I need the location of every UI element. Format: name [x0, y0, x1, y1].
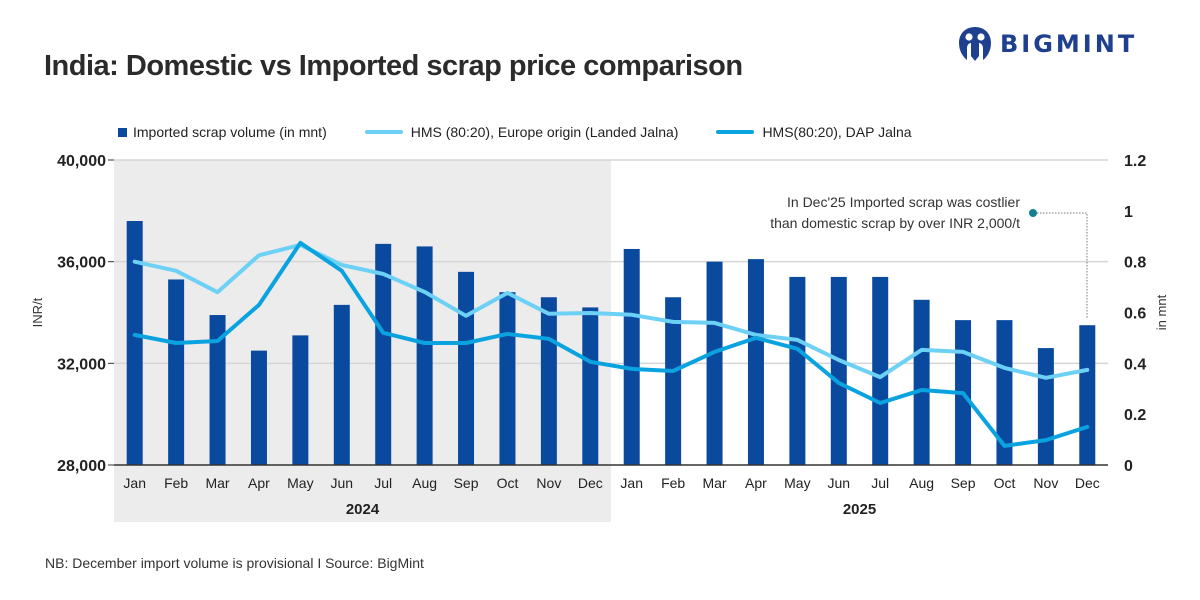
bar-volume-22 — [1037, 348, 1054, 465]
y-right-tick-label: 0 — [1124, 458, 1133, 475]
y-right-axis-title: in mnt — [1154, 294, 1169, 330]
bar-volume-18 — [872, 276, 889, 465]
legend-item-dap: HMS(80:20), DAP Jalna — [716, 124, 912, 140]
bar-volume-21 — [996, 320, 1013, 465]
annotation-dot — [1029, 209, 1037, 217]
bar-volume-12 — [623, 248, 640, 465]
legend-swatch-dap — [716, 130, 755, 134]
bar-volume-6 — [375, 243, 392, 465]
x-tick-label: Apr — [745, 475, 767, 491]
y-right-tick-label: 0.8 — [1124, 255, 1146, 272]
brand-name: BIGMINT — [1000, 30, 1138, 58]
y-left-axis-title: INR/t — [30, 297, 45, 327]
x-tick-label: Jul — [871, 475, 889, 491]
y-left-tick-label: 32,000 — [57, 356, 106, 373]
x-tick-label: Aug — [412, 475, 437, 491]
legend-label-europe: HMS (80:20), Europe origin (Landed Jalna… — [410, 124, 679, 140]
legend-swatch-europe — [364, 130, 403, 134]
x-tick-label: Aug — [909, 475, 934, 491]
x-group-label-2024: 2024 — [346, 501, 380, 518]
bar-volume-13 — [665, 297, 682, 465]
y-right-tick-label: 0.6 — [1124, 306, 1146, 323]
bar-volume-16 — [789, 276, 806, 465]
x-tick-label: Feb — [164, 475, 188, 491]
annotation-line-1: In Dec'25 Imported scrap was costlier — [787, 194, 1020, 210]
chart-legend: Imported scrap volume (in mnt) HMS (80:2… — [118, 124, 950, 140]
x-group-label-2025: 2025 — [843, 501, 876, 518]
bar-volume-23 — [1079, 325, 1096, 465]
bar-volume-9 — [499, 292, 516, 465]
x-tick-label: Sep — [951, 475, 976, 491]
bar-volume-8 — [458, 271, 475, 465]
x-tick-label: Apr — [248, 475, 270, 491]
x-tick-label: Feb — [661, 475, 685, 491]
x-tick-label: Sep — [454, 475, 479, 491]
y-right-tick-label: 1.2 — [1124, 153, 1146, 170]
x-tick-label: Jun — [331, 475, 354, 491]
bar-volume-15 — [747, 259, 764, 465]
y-left-tick-label: 40,000 — [57, 153, 106, 170]
bar-volume-20 — [955, 320, 972, 465]
x-tick-label: Oct — [497, 475, 519, 491]
y-right-tick-label: 1 — [1124, 204, 1133, 221]
chart-title: India: Domestic vs Imported scrap price … — [44, 50, 743, 82]
shaded-region-2024 — [114, 160, 611, 522]
line-series-dap — [132, 240, 1090, 448]
annotation-leader-line — [1037, 212, 1088, 318]
x-tick-label: Mar — [205, 475, 229, 491]
x-tick-label: May — [784, 475, 810, 491]
legend-label-dap: HMS(80:20), DAP Jalna — [762, 124, 912, 140]
bar-volume-17 — [830, 276, 847, 465]
bar-volume-10 — [540, 297, 557, 465]
x-tick-label: Nov — [1033, 475, 1058, 491]
x-tick-label: Jul — [374, 475, 392, 491]
bar-volume-4 — [292, 335, 309, 465]
x-tick-label: Mar — [702, 475, 726, 491]
footnote: NB: December import volume is provisiona… — [45, 555, 424, 571]
legend-label-volume: Imported scrap volume (in mnt) — [133, 124, 327, 140]
annotation-line-2: than domestic scrap by over INR 2,000/t — [770, 215, 1020, 231]
bar-volume-11 — [582, 307, 599, 465]
bar-volume-2 — [209, 315, 226, 465]
legend-item-europe: HMS (80:20), Europe origin (Landed Jalna… — [364, 124, 679, 140]
x-tick-label: Jan — [620, 475, 643, 491]
bar-volume-5 — [333, 304, 350, 465]
legend-swatch-volume — [118, 127, 127, 137]
x-tick-label: Nov — [536, 475, 561, 491]
bar-volume-3 — [250, 350, 267, 465]
x-tick-label: Dec — [1075, 475, 1100, 491]
y-right-tick-label: 0.2 — [1124, 407, 1146, 424]
x-tick-label: May — [287, 475, 313, 491]
bar-volume-7 — [416, 246, 433, 465]
y-left-tick-label: 36,000 — [57, 255, 106, 272]
x-tick-label: Jan — [123, 475, 146, 491]
x-tick-label: Oct — [994, 475, 1016, 491]
x-tick-label: Dec — [578, 475, 603, 491]
line-series-europe — [132, 242, 1090, 380]
x-tick-label: Jun — [828, 475, 851, 491]
brand-logo: BIGMINT — [958, 24, 1137, 64]
y-left-tick-label: 28,000 — [57, 458, 106, 475]
bar-volume-0 — [126, 221, 143, 465]
y-right-tick-label: 0.4 — [1124, 356, 1146, 373]
bigmint-logo-icon — [959, 27, 991, 61]
legend-item-volume: Imported scrap volume (in mnt) — [118, 124, 327, 140]
bar-volume-1 — [168, 279, 185, 465]
bar-volume-19 — [913, 299, 930, 465]
bar-volume-14 — [706, 261, 723, 465]
